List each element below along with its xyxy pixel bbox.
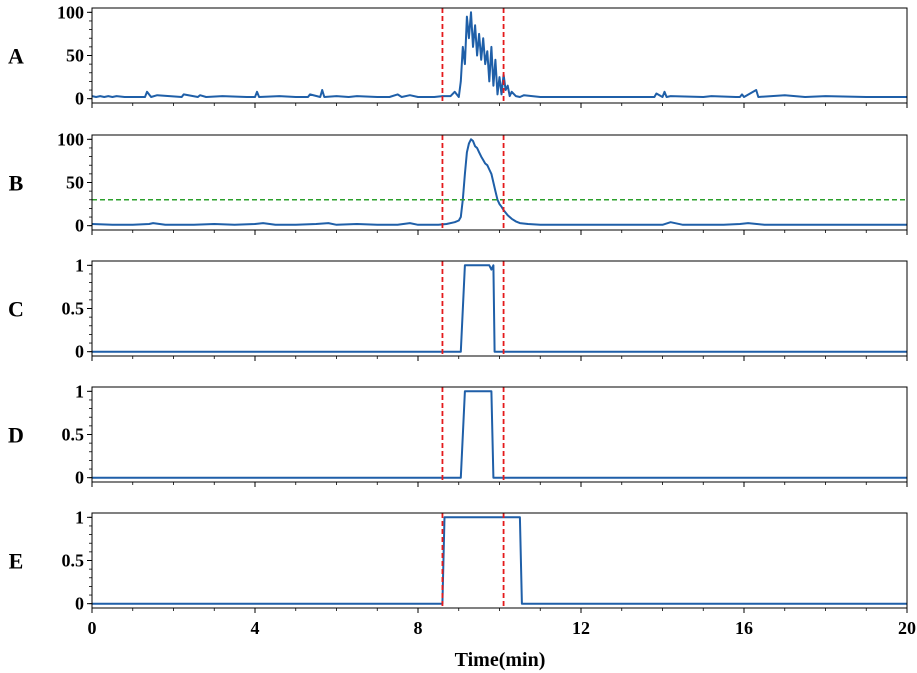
y-tick-label: 0.5 [62, 299, 85, 319]
series-line-e [92, 516, 907, 605]
series-line-d [92, 390, 907, 479]
series-line-a [92, 11, 907, 98]
panel-a: 0 50 100 A [8, 2, 908, 109]
y-tick-label: 50 [66, 173, 84, 193]
series-line-c [92, 264, 907, 353]
panel-c: 0 0.5 1 C [8, 255, 908, 362]
panel-b: 0 50 100 B [9, 129, 908, 236]
plot-frame [91, 512, 908, 609]
plot-frame [91, 7, 908, 104]
y-tick-label: 0 [75, 89, 84, 109]
panel-e: 0 0.5 1 E 0 4 8 12 16 20 [9, 507, 916, 638]
panel-label: E [9, 549, 24, 574]
y-tick-label: 0 [75, 594, 84, 614]
plot-frame [91, 134, 908, 231]
y-tick-label: 100 [57, 129, 84, 149]
panel-d: 0 0.5 1 D [8, 381, 908, 488]
x-tick-label: 0 [88, 618, 97, 638]
panel-label: D [8, 423, 24, 448]
x-tick-label: 8 [414, 618, 423, 638]
y-tick-label: 0.5 [62, 551, 85, 571]
x-tick-label: 20 [898, 618, 916, 638]
x-tick-label: 12 [572, 618, 590, 638]
plot-frame [91, 386, 908, 483]
y-tick-label: 0 [75, 342, 84, 362]
y-tick-label: 1 [75, 381, 84, 401]
panel-label: C [8, 297, 24, 322]
panels-layer: 0 50 100 A 0 50 100 B 0 0.5 1 C 0 0.5 1 D 0 0.5 1 E 0 4 8 12 16 2… [8, 2, 916, 638]
plot-frame [91, 260, 908, 357]
y-tick-label: 1 [75, 255, 84, 275]
y-tick-label: 100 [57, 2, 84, 22]
y-tick-label: 0 [75, 216, 84, 236]
y-tick-label: 50 [66, 46, 84, 66]
x-axis-label: Time(min) [455, 649, 546, 671]
x-tick-label: 4 [251, 618, 260, 638]
y-tick-label: 0.5 [62, 425, 85, 445]
panel-label: A [8, 44, 24, 69]
x-tick-label: 16 [735, 618, 753, 638]
series-line-b [92, 138, 907, 226]
y-tick-label: 1 [75, 507, 84, 527]
y-tick-label: 0 [75, 468, 84, 488]
panel-label: B [9, 171, 24, 196]
